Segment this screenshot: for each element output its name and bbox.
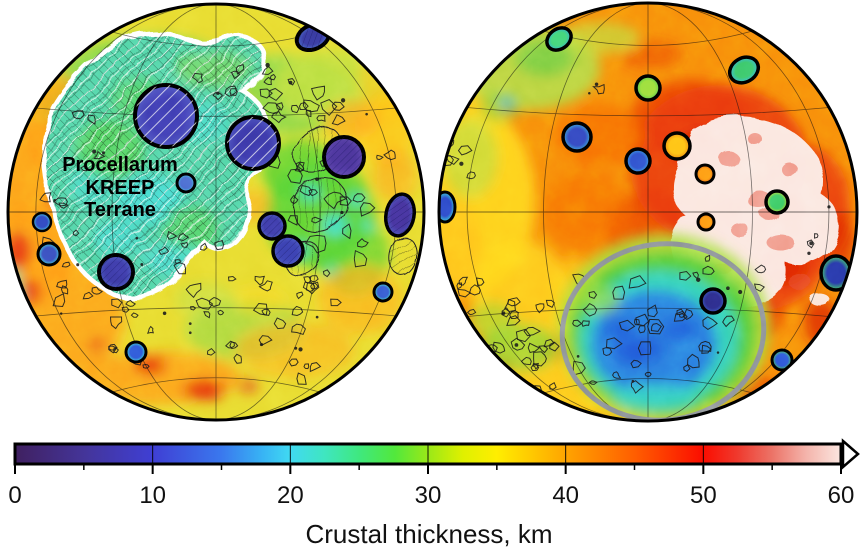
globe-farside — [437, 1, 859, 423]
colorbar-title: Crustal thickness, km — [305, 519, 552, 549]
colorbar-tick-label: 50 — [690, 482, 717, 509]
colorbar-tick-label: 20 — [277, 482, 304, 509]
colorbar-tick-label: 40 — [552, 482, 579, 509]
pkt-label-line3: Terrane — [84, 199, 156, 221]
procellarum-kreep-terrane-label: Procellarum KREEP Terrane — [62, 154, 178, 221]
nearside-surface — [8, 4, 424, 420]
colorbar-separators — [152, 445, 704, 463]
colorbar-tick-label: 30 — [415, 482, 442, 509]
colorbar: 0 10 20 30 40 50 60 Crustal thickness, km — [8, 438, 860, 549]
farside-rim — [437, 1, 859, 423]
globe-nearside — [6, 2, 426, 422]
farside-surface — [439, 3, 857, 421]
colorbar-tick-label: 10 — [139, 482, 166, 509]
colorbar-tick-label: 0 — [8, 482, 21, 509]
colorbar-ticks — [14, 464, 842, 474]
pkt-label-line1: Procellarum — [62, 154, 178, 176]
colorbar-tick-labels: 0 10 20 30 40 50 60 — [8, 482, 854, 509]
colorbar-tick-label: 60 — [828, 482, 855, 509]
pkt-label-line2: KREEP — [86, 177, 155, 199]
nearside-rim — [6, 2, 426, 422]
colorbar-overflow-arrow — [841, 438, 860, 470]
